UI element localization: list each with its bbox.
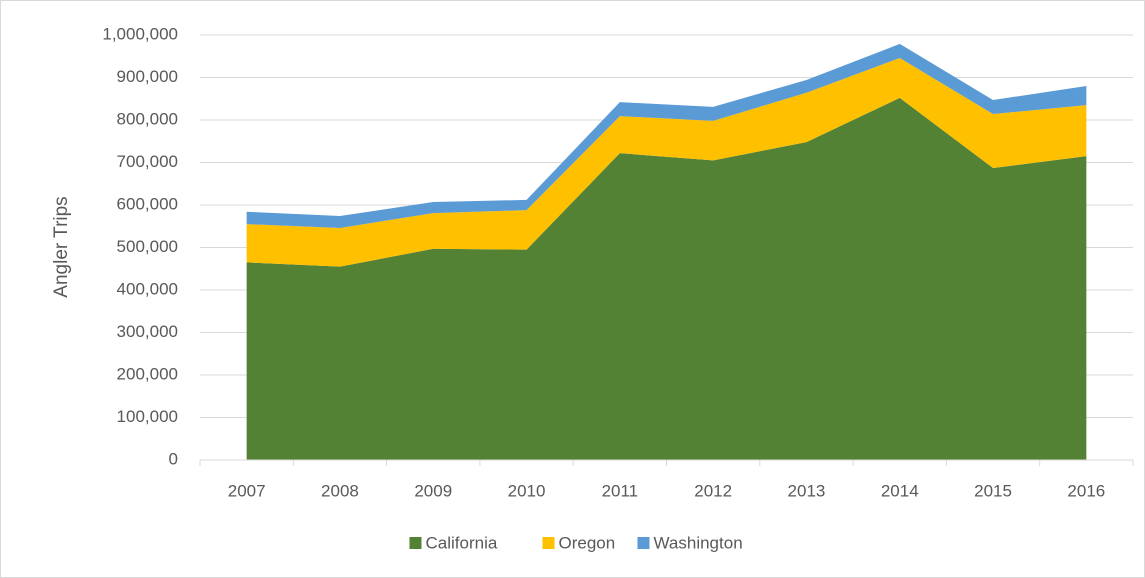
legend-label: California [426, 533, 498, 552]
y-tick-label: 700,000 [117, 152, 178, 171]
x-tick-label: 2011 [602, 481, 639, 500]
x-tick-label: 2012 [694, 481, 732, 500]
y-tick-label: 900,000 [117, 67, 178, 86]
x-tick-label: 2013 [788, 481, 826, 500]
x-tick-label: 2014 [881, 481, 919, 500]
legend-label: Oregon [559, 533, 616, 552]
y-axis-title: Angler Trips [51, 196, 72, 297]
x-tick-label: 2015 [974, 481, 1012, 500]
x-tick-label: 2009 [414, 481, 452, 500]
y-tick-label: 500,000 [117, 237, 178, 256]
area [246, 97, 1087, 461]
x-tick-label: 2010 [508, 481, 546, 500]
y-tick-label: 100,000 [117, 407, 178, 426]
x-tick-label: 2008 [321, 481, 359, 500]
y-tick-label: 600,000 [117, 194, 178, 213]
y-tick-label: 1,000,000 [102, 24, 178, 43]
legend-swatch [542, 537, 555, 549]
y-tick-label: 0 [169, 449, 178, 468]
area [246, 57, 1087, 267]
y-tick-label: 200,000 [117, 364, 178, 383]
legend-label: Washington [654, 533, 743, 552]
y-tick-label: 300,000 [117, 322, 178, 341]
x-tick-label: 2016 [1067, 481, 1105, 500]
legend-swatch [637, 537, 650, 549]
x-tick-label: 2007 [228, 481, 266, 500]
y-tick-label: 800,000 [117, 109, 178, 128]
legend-swatch [409, 537, 422, 549]
y-tick-label: 400,000 [117, 279, 178, 298]
